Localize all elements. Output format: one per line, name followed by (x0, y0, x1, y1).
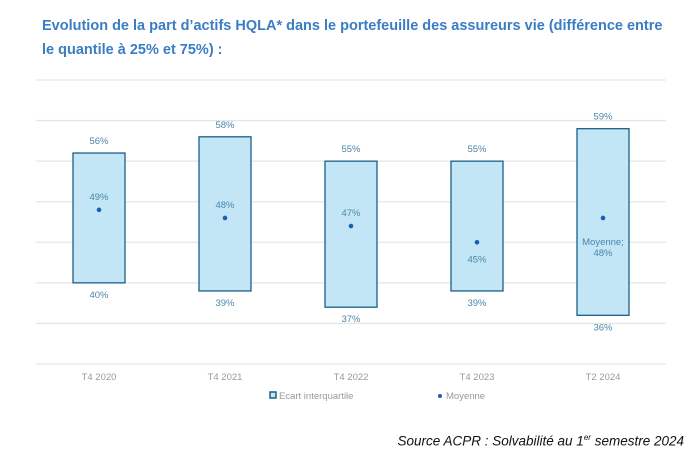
low-label: 39% (215, 298, 235, 309)
low-label: 36% (593, 322, 613, 333)
high-label: 59% (593, 112, 613, 123)
x-tick-label: T4 2020 (82, 372, 117, 383)
x-tick-label: T2 2024 (586, 372, 621, 383)
high-label: 56% (89, 136, 109, 147)
interquartile-bar (198, 136, 252, 292)
mean-label: 45% (467, 254, 487, 265)
source-note: Source ACPR : Solvabilité au 1er semestr… (397, 433, 684, 449)
x-tick-label: T4 2023 (460, 372, 495, 383)
low-label: 40% (89, 290, 109, 301)
legend-dot-icon (438, 394, 442, 398)
interquartile-bar (72, 152, 126, 284)
mean-dot (96, 207, 102, 213)
mean-dot (348, 223, 354, 229)
chart-title: Evolution de la part d’actifs HQLA* dans… (42, 18, 663, 58)
interquartile-bar (576, 128, 630, 316)
low-label: 37% (341, 314, 361, 325)
mean-label: Moyenne; (582, 237, 624, 248)
mean-dot (600, 215, 606, 221)
mean-label: 48% (215, 200, 235, 211)
legend-box-icon (269, 391, 277, 399)
legend-label-mean: Moyenne (446, 391, 485, 402)
high-label: 58% (215, 120, 235, 131)
mean-label: 48% (593, 248, 613, 259)
x-tick-label: T4 2022 (334, 372, 369, 383)
interquartile-bar (450, 160, 504, 292)
mean-dot (222, 215, 228, 221)
mean-label: 47% (341, 208, 361, 219)
low-label: 39% (467, 298, 487, 309)
interquartile-bar (324, 160, 378, 308)
legend-label-interquartile: Ecart interquartile (279, 391, 353, 402)
mean-dot (474, 239, 480, 245)
mean-label: 49% (89, 192, 109, 203)
high-label: 55% (341, 144, 361, 155)
x-tick-label: T4 2021 (208, 372, 243, 383)
high-label: 55% (467, 144, 487, 155)
